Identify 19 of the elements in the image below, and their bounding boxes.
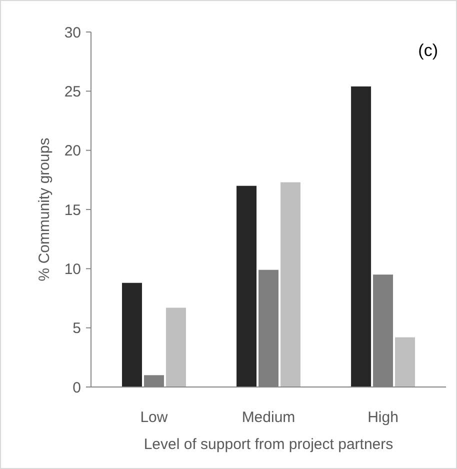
y-tick-label: 0 [72, 379, 81, 396]
bar [166, 308, 186, 387]
y-axis-title: % Community groups [36, 138, 53, 282]
bar [122, 282, 142, 387]
y-tick-label: 5 [72, 320, 81, 338]
y-tick-label: 20 [64, 142, 81, 160]
y-tick-label: 30 [64, 24, 81, 42]
x-axis-title: Level of support from project partners [144, 436, 394, 453]
annotation: (c) [418, 41, 438, 60]
y-tick-label: 15 [64, 202, 81, 219]
y-tick-label: 10 [64, 260, 81, 278]
y-tick-label: 25 [64, 83, 81, 100]
bar [280, 182, 300, 387]
x-tick-label: Medium [242, 409, 296, 426]
bar [395, 337, 415, 387]
x-tick-label: Low [140, 409, 168, 426]
bar [236, 186, 257, 387]
bar [351, 86, 372, 387]
x-tick-label: High [368, 409, 398, 426]
